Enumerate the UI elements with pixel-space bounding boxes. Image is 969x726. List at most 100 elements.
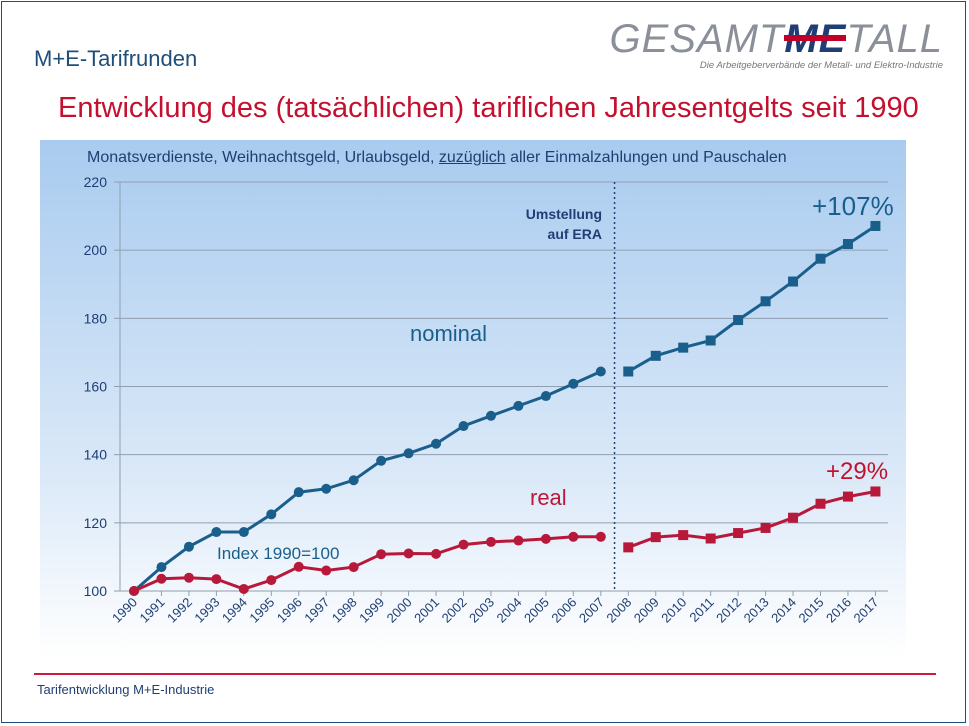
real-point: [183, 572, 194, 583]
x-axis: 1990199119921993199419951996199719981999…: [109, 590, 888, 626]
real-point: [842, 491, 853, 502]
x-tick-label: 2000: [384, 595, 415, 626]
real-point: [376, 549, 387, 560]
nominal-point: [733, 315, 744, 326]
x-tick-label: 2016: [823, 595, 854, 626]
real-point: [458, 539, 469, 550]
nominal-point: [458, 421, 469, 432]
y-tick-label: 140: [84, 447, 108, 463]
nominal-point: [403, 448, 414, 459]
x-tick-label: 1990: [109, 595, 140, 626]
y-tick-label: 160: [84, 379, 108, 395]
real-point: [211, 574, 222, 585]
x-tick-label: 1995: [246, 595, 277, 626]
real-point: [348, 562, 359, 573]
nominal-point: [540, 391, 551, 402]
nominal-point: [156, 562, 167, 573]
real-point: [815, 498, 826, 509]
nominal-point: [678, 342, 689, 353]
x-tick-label: 2007: [576, 595, 607, 626]
real-line-1990-2007: [133, 535, 601, 593]
y-tick-label: 220: [84, 174, 108, 190]
annotation-layer: Umstellung auf ERA nominal real Index 19…: [217, 191, 894, 563]
x-tick-label: 2013: [741, 595, 772, 626]
y-tick-label: 100: [84, 583, 108, 599]
real-point: [733, 528, 744, 539]
real-point: [266, 575, 277, 586]
x-tick-label: 2015: [796, 595, 827, 626]
x-tick-label: 1993: [191, 595, 222, 626]
nominal-point: [705, 335, 716, 346]
real-point: [403, 548, 414, 559]
nominal-point: [321, 483, 332, 494]
era-annotation-line1: Umstellung: [526, 206, 602, 222]
x-tick-label: 2012: [713, 595, 744, 626]
index-label: Index 1990=100: [217, 544, 339, 563]
x-tick-label: 1992: [164, 595, 195, 626]
chart-background: [40, 140, 906, 658]
nominal-point: [238, 527, 249, 538]
y-tick-label: 120: [84, 515, 108, 531]
real-point: [540, 533, 551, 544]
logo-subtitle: Die Arbeitgeberverbände der Metall- und …: [699, 60, 943, 71]
x-tick-label: 1999: [356, 595, 387, 626]
real-point: [595, 531, 606, 542]
x-tick-label: 2011: [686, 595, 716, 625]
nominal-point: [595, 366, 606, 377]
nominal-line-2008-2017: [627, 224, 877, 373]
era-annotation-line2: auf ERA: [548, 226, 602, 242]
x-tick-label: 2009: [631, 595, 662, 626]
real-point: [293, 561, 304, 572]
grid-lines: [120, 181, 888, 524]
nominal-point: [211, 527, 222, 538]
logo-wordmark: GESAMTMETALL: [609, 17, 943, 61]
x-tick-label: 2005: [521, 595, 552, 626]
nominal-point: [431, 438, 442, 449]
nominal-point: [348, 475, 359, 486]
nominal-label: nominal: [410, 321, 487, 346]
nominal-line-1990-2007: [133, 370, 602, 593]
nominal-point: [842, 239, 853, 250]
x-tick-label: 1997: [301, 595, 332, 626]
real-point: [870, 486, 881, 497]
x-tick-label: 2010: [658, 595, 689, 626]
x-tick-label: 2017: [850, 595, 881, 626]
x-tick-label: 1991: [137, 595, 168, 626]
nominal-point: [293, 487, 304, 498]
nominal-point: [485, 410, 496, 421]
x-tick-label: 2002: [439, 595, 470, 626]
real-point: [623, 542, 634, 553]
real-point: [760, 522, 771, 533]
x-tick-label: 1996: [274, 595, 305, 626]
chart-subtitle: Monatsverdienste, Weihnachtsgeld, Urlaub…: [87, 149, 787, 166]
headline: Entwicklung des (tatsächlichen) tariflic…: [58, 92, 919, 124]
real-point: [568, 531, 579, 542]
x-tick-label: 2014: [768, 595, 799, 626]
nominal-point: [870, 220, 881, 231]
nominal-change-label: +107%: [812, 191, 894, 221]
nominal-point: [568, 378, 579, 389]
real-point: [705, 533, 716, 544]
slide-title: M+E-Tarifrunden: [34, 46, 198, 71]
real-point: [321, 565, 332, 576]
x-tick-label: 2008: [603, 595, 634, 626]
x-tick-label: 2003: [466, 595, 497, 626]
nominal-point: [623, 366, 634, 377]
gesamtmetall-logo: GESAMTMETALL Die Arbeitgeberverbände der…: [609, 18, 943, 71]
footer-text: Tarifentwicklung M+E-Industrie: [37, 682, 215, 697]
y-tick-label: 180: [84, 310, 108, 326]
real-point: [788, 512, 799, 523]
nominal-point: [376, 455, 387, 466]
real-point: [238, 583, 249, 594]
real-label: real: [530, 485, 567, 510]
y-axis: 100 120 140 160 180 200 220: [84, 174, 121, 599]
x-tick-label: 1998: [329, 595, 360, 626]
x-tick-label: 2001: [411, 595, 442, 626]
nominal-point: [788, 276, 799, 287]
real-line-2008-2017: [627, 490, 876, 549]
real-point: [650, 532, 661, 543]
real-point: [678, 530, 689, 541]
x-tick-label: 2006: [548, 595, 579, 626]
x-tick-label: 1994: [219, 595, 250, 626]
